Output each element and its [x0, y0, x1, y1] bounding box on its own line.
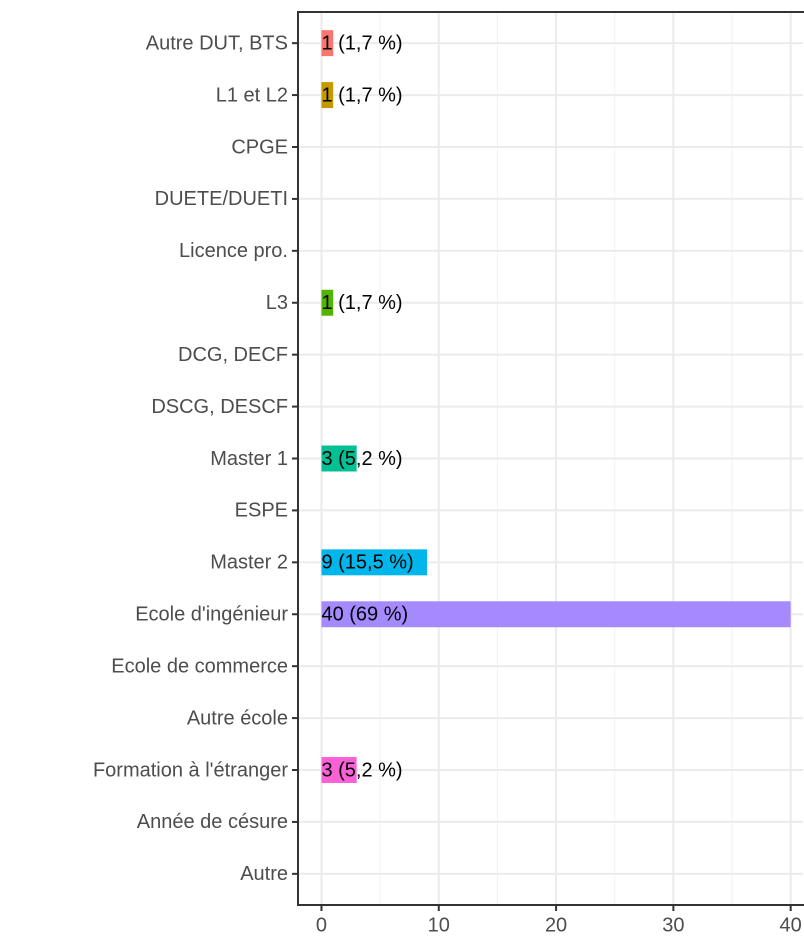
y-tick-label: Autre — [240, 863, 288, 885]
value-label: 1 (1,7 %) — [321, 32, 402, 54]
x-tick-label: 30 — [662, 914, 684, 936]
bar — [321, 82, 334, 109]
value-label: 40 (69 %) — [321, 604, 408, 626]
y-tick-label: Licence pro. — [179, 240, 288, 262]
bar — [321, 289, 334, 316]
y-tick-label: Master 1 — [210, 448, 288, 470]
y-tick-label: DCG, DECF — [178, 344, 288, 366]
bar — [321, 757, 357, 783]
y-tick-label: L1 et L2 — [216, 84, 288, 106]
x-tick-label: 40 — [780, 914, 802, 936]
x-tick-label: 0 — [316, 914, 327, 936]
y-tick-label: L3 — [266, 292, 288, 314]
y-tick-label: Ecole d'ingénieur — [135, 604, 288, 626]
value-label: 9 (15,5 %) — [321, 552, 413, 574]
value-label: 3 (5,2 %) — [321, 759, 402, 781]
value-label: 3 (5,2 %) — [321, 448, 402, 470]
bar — [321, 601, 791, 628]
y-tick-label: CPGE — [231, 136, 288, 158]
y-tick-label: Autre DUT, BTS — [146, 32, 288, 54]
y-tick-label: DUETE/DUETI — [155, 188, 288, 210]
value-label: 1 (1,7 %) — [321, 84, 402, 106]
y-tick-label: ESPE — [235, 500, 288, 522]
y-tick-label: Autre école — [187, 707, 288, 729]
value-label: 1 (1,7 %) — [321, 292, 402, 314]
bar — [321, 445, 357, 472]
x-tick-label: 10 — [428, 914, 450, 936]
y-tick-label: DSCG, DESCF — [151, 396, 288, 418]
bar — [321, 549, 428, 576]
y-tick-label: Ecole de commerce — [111, 655, 288, 677]
panel-border — [297, 11, 804, 906]
bar — [321, 30, 334, 57]
y-tick-label: Formation à l'étranger — [93, 759, 288, 781]
y-tick-label: Année de césure — [137, 811, 288, 833]
y-tick-label: Master 2 — [210, 552, 288, 574]
x-tick-label: 20 — [545, 914, 567, 936]
